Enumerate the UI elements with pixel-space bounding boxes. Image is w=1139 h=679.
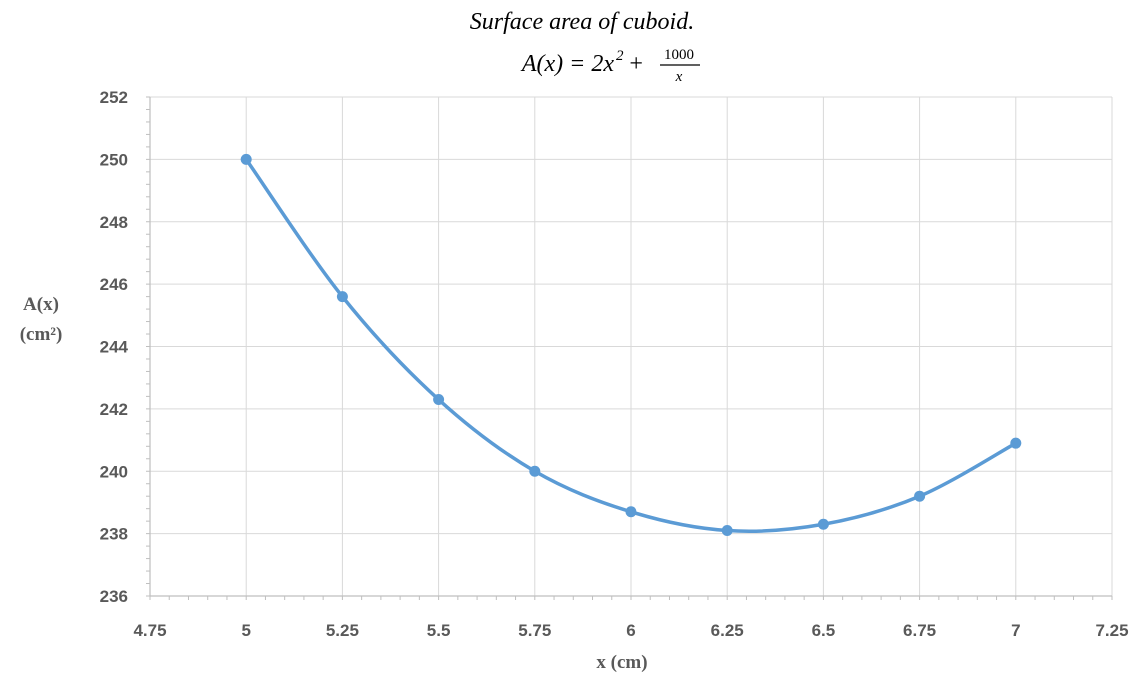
- x-tick-label: 7: [1011, 621, 1020, 640]
- y-tick-label: 250: [100, 150, 128, 169]
- x-tick-label: 4.75: [133, 621, 166, 640]
- formula-plus: +: [628, 51, 644, 77]
- y-tick-label: 238: [100, 525, 128, 544]
- data-point: [721, 525, 733, 537]
- formula-lhs: A(x) = 2x: [520, 51, 614, 77]
- x-axis-title: x (cm): [596, 652, 647, 673]
- series-line: [244, 157, 1018, 533]
- x-tick-label: 5.25: [326, 621, 359, 640]
- x-tick-label: 6.25: [711, 621, 744, 640]
- data-point: [817, 518, 829, 530]
- chart-subtitle-formula: A(x) = 2x 2 + 1000 x: [520, 47, 700, 85]
- y-tick-label: 236: [100, 587, 128, 606]
- x-tick-label: 5.5: [427, 621, 451, 640]
- data-point: [433, 394, 445, 406]
- data-point: [529, 465, 541, 477]
- data-point: [625, 506, 637, 518]
- y-axis-title-line1: A(x): [23, 294, 59, 315]
- x-tick-label: 6.5: [812, 621, 836, 640]
- y-axis-title-line2: (cm²): [20, 324, 63, 345]
- grid-layer: [150, 96, 1113, 596]
- tick-label-layer: 4.75 5 5.25 5.5 5.75 6 6.25 6.5 6.75 7 7.25 236 238 2…: [100, 88, 1129, 640]
- formula-denominator: x: [675, 69, 683, 85]
- y-tick-label: 248: [100, 213, 128, 232]
- x-tick-label: 5.75: [518, 621, 551, 640]
- axis-layer: [146, 96, 1113, 600]
- formula-exponent: 2: [616, 48, 624, 64]
- data-point: [1010, 437, 1022, 449]
- y-tick-label: 244: [100, 338, 129, 357]
- formula-numerator: 1000: [664, 47, 694, 63]
- data-point: [914, 490, 926, 502]
- x-tick-label: 5: [241, 621, 250, 640]
- y-tick-label: 240: [100, 462, 128, 481]
- y-tick-label: 246: [100, 275, 128, 294]
- data-point: [240, 153, 252, 165]
- series-layer: [240, 153, 1022, 537]
- data-point: [336, 291, 348, 303]
- x-tick-label: 6: [626, 621, 635, 640]
- x-tick-label: 6.75: [903, 621, 936, 640]
- y-tick-label: 252: [100, 88, 128, 107]
- chart-title: Surface area of cuboid.: [470, 9, 694, 35]
- y-tick-label: 242: [100, 400, 128, 419]
- x-tick-label: 7.25: [1095, 621, 1128, 640]
